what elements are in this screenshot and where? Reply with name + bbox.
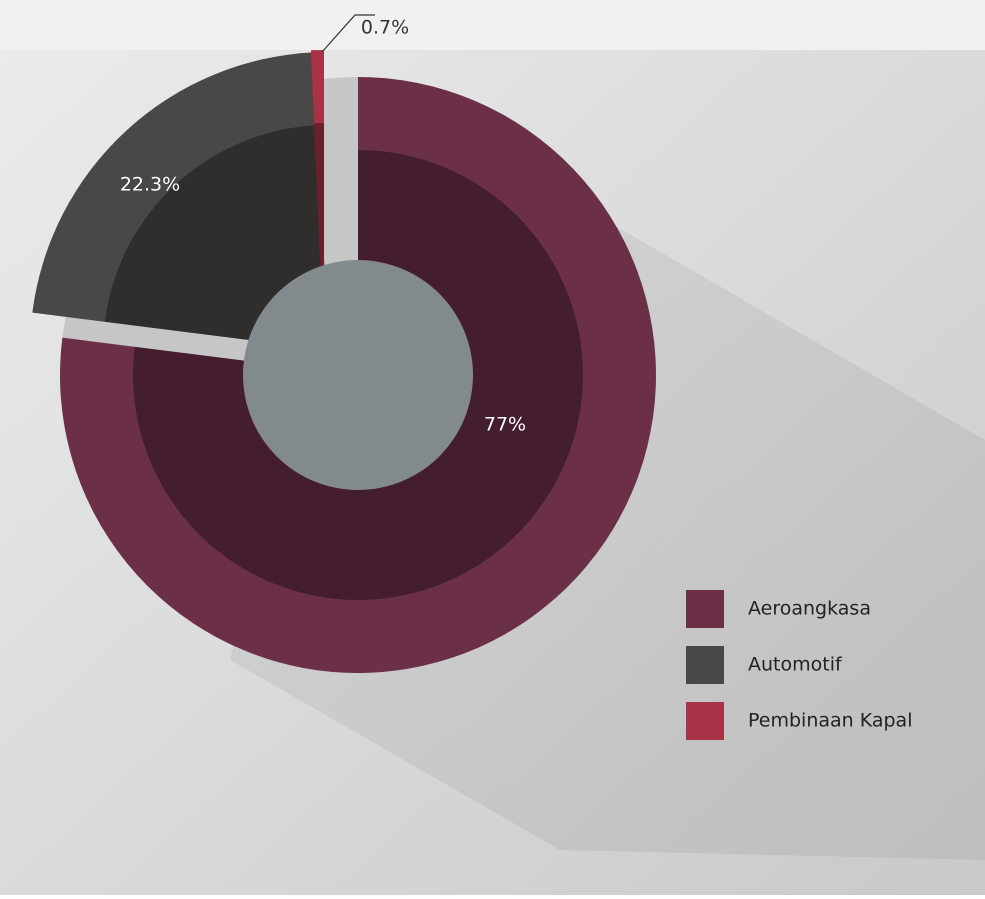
legend-label: Aeroangkasa [748,598,871,620]
value-label: 22.3% [120,174,180,196]
pie-slice [32,52,328,351]
labels: 77% 22.3% 0.7% [120,17,526,436]
legend-swatch [686,590,724,628]
value-label: 77% [484,414,526,436]
top-band [0,0,985,50]
legend-label: Pembinaan Kapal [748,710,912,732]
pie-hole [243,260,473,490]
legend-label: Automotif [748,654,843,676]
legend: Aeroangkasa Automotif Pembinaan Kapal [686,590,912,740]
value-label: 0.7% [361,17,409,39]
pie-slice-inner [104,125,328,350]
leader-line [321,14,375,53]
legend-swatch [686,702,724,740]
legend-swatch [686,646,724,684]
